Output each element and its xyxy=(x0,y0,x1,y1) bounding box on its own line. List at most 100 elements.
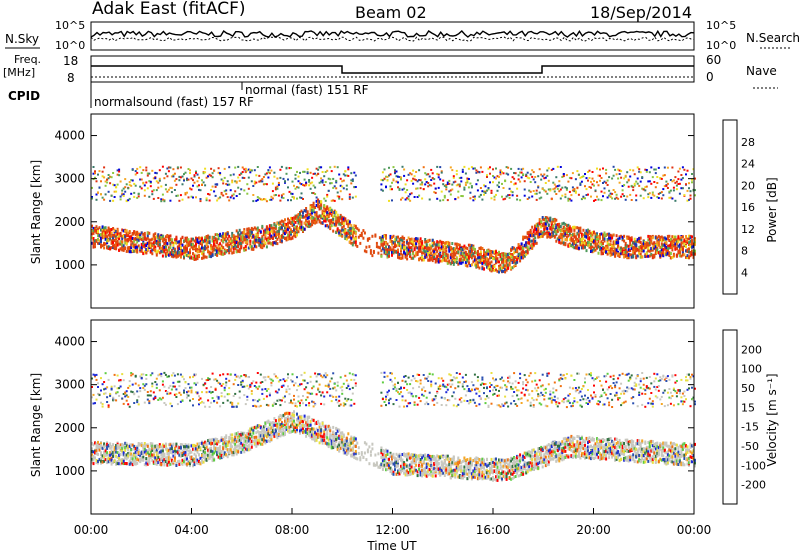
heatmap-cell xyxy=(304,179,306,181)
heatmap-cell xyxy=(448,242,450,245)
heatmap-cell xyxy=(326,196,328,198)
heatmap-cell xyxy=(682,187,684,189)
heatmap-cell xyxy=(135,170,137,172)
heatmap-cell xyxy=(412,170,414,172)
heatmap-cell xyxy=(649,171,651,173)
heatmap-cell xyxy=(587,194,589,196)
heatmap-cell xyxy=(275,225,277,228)
heatmap-cell xyxy=(447,254,449,257)
heatmap-cell xyxy=(219,172,221,174)
heatmap-cell xyxy=(468,186,470,188)
heatmap-cell xyxy=(617,178,619,180)
heatmap-cell xyxy=(204,184,206,186)
heatmap-cell xyxy=(198,184,200,186)
heatmap-cell xyxy=(516,250,518,253)
heatmap-cell xyxy=(495,178,497,180)
heatmap-cell xyxy=(251,180,253,182)
heatmap-cell xyxy=(166,242,168,245)
heatmap-cell xyxy=(655,169,657,171)
heatmap-cell xyxy=(474,198,476,200)
heatmap-cell xyxy=(474,167,476,169)
heatmap-cell xyxy=(406,257,408,260)
heatmap-cell xyxy=(376,242,378,245)
heatmap-cell xyxy=(625,199,627,201)
colorbar-frame xyxy=(723,120,737,294)
heatmap-cell xyxy=(599,180,601,182)
heatmap-cell xyxy=(289,191,291,193)
heatmap-cell xyxy=(566,174,568,176)
heatmap-cell xyxy=(209,236,211,239)
heatmap-cell xyxy=(145,182,147,184)
heatmap-cell xyxy=(230,249,232,252)
heatmap-cell xyxy=(175,236,177,239)
heatmap-cell xyxy=(510,168,512,170)
heatmap-cell xyxy=(454,181,456,183)
date-title: 18/Sep/2014 xyxy=(590,3,692,22)
heatmap-cell xyxy=(536,190,538,192)
heatmap-cell xyxy=(135,185,137,187)
heatmap-cell xyxy=(468,178,470,180)
heatmap-cell xyxy=(332,230,334,233)
heatmap-cell xyxy=(578,247,580,250)
heatmap-cell xyxy=(427,173,429,175)
heatmap-cell xyxy=(617,198,619,200)
heatmap-cell xyxy=(276,186,278,188)
heatmap-cell xyxy=(123,379,125,381)
heatmap-cell xyxy=(228,184,230,186)
heatmap-cell xyxy=(545,182,547,184)
heatmap-cell xyxy=(451,189,453,191)
heatmap-cell xyxy=(463,166,465,168)
heatmap-cell xyxy=(111,195,113,197)
heatmap-cell xyxy=(628,179,630,181)
heatmap-cell xyxy=(154,177,156,179)
heatmap-cell xyxy=(623,235,625,238)
heatmap-cell xyxy=(212,172,214,174)
heatmap-cell xyxy=(495,168,497,170)
heatmap-cell xyxy=(635,199,637,201)
heatmap-cell xyxy=(154,246,156,249)
heatmap-cell xyxy=(180,167,182,169)
heatmap-cell xyxy=(477,189,479,191)
heatmap-cell xyxy=(418,195,420,197)
heatmap-cell xyxy=(255,245,257,248)
heatmap-cell xyxy=(629,176,631,178)
heatmap-cell xyxy=(575,191,577,193)
heatmap-cell xyxy=(497,190,499,192)
heatmap-cell xyxy=(368,237,370,240)
heatmap-cell xyxy=(108,174,110,176)
heatmap-cell xyxy=(433,183,435,185)
heatmap-cell xyxy=(157,197,159,199)
heatmap-cell xyxy=(325,200,327,202)
heatmap-cell xyxy=(287,186,289,188)
heatmap-cell xyxy=(111,231,113,234)
heatmap-cell xyxy=(638,185,640,187)
heatmap-cell xyxy=(165,173,167,175)
heatmap-cell xyxy=(519,259,521,262)
heatmap-cell xyxy=(605,182,607,184)
heatmap-cell xyxy=(561,187,563,189)
heatmap-cell xyxy=(579,230,581,233)
heatmap-cell xyxy=(145,167,147,169)
heatmap-cell xyxy=(640,237,642,240)
heatmap-cell xyxy=(516,261,518,264)
heatmap-cell xyxy=(399,242,401,245)
heatmap-cell xyxy=(355,196,357,198)
heatmap-cell xyxy=(248,188,250,190)
heatmap-cell xyxy=(391,188,393,190)
heatmap-cell xyxy=(567,181,569,183)
heatmap-cell xyxy=(136,172,138,174)
heatmap-cell xyxy=(500,169,502,171)
heatmap-cell xyxy=(269,166,271,168)
heatmap-cell xyxy=(138,195,140,197)
heatmap-cell xyxy=(564,243,566,246)
heatmap-cell xyxy=(316,211,318,214)
heatmap-cell xyxy=(216,184,218,186)
heatmap-cell xyxy=(159,169,161,171)
heatmap-cell xyxy=(114,385,116,387)
heatmap-cell xyxy=(252,185,254,187)
heatmap-cell xyxy=(658,241,660,244)
heatmap-cell xyxy=(451,169,453,171)
heatmap-cell xyxy=(587,180,589,182)
heatmap-cell xyxy=(638,168,640,170)
heatmap-cell xyxy=(674,200,676,202)
